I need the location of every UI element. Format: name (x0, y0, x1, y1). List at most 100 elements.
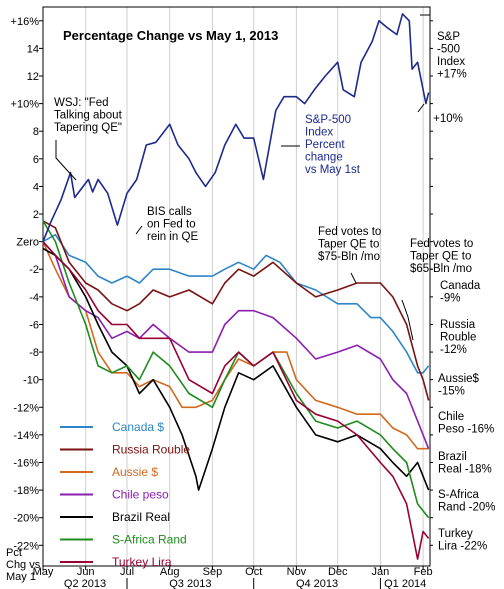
annotation-line: Percent (305, 139, 345, 151)
chart-title: Percentage Change vs May 1, 2013 (63, 28, 278, 43)
annotation-pointer (350, 272, 357, 284)
annotation-line: Taper QE to (318, 239, 379, 251)
series-line-canada- (42, 233, 430, 374)
annotation-line: on Fed to (147, 219, 196, 231)
end-label-line: S-Africa (438, 489, 480, 501)
end-label-line: Rand -20% (438, 502, 496, 514)
x-tick-label: Aug (160, 566, 180, 578)
annotation-line: Fed votes to (410, 238, 473, 250)
y-tick-label: 2 (33, 209, 39, 221)
y-tick-label: -16% (13, 457, 39, 469)
end-label-line: Brazil (438, 451, 467, 463)
annotation-line: Talking about (54, 110, 123, 122)
end-label-line: Russia (440, 319, 476, 331)
y-tick-label: -12% (13, 402, 39, 414)
y-axis-label-line: Pct (6, 547, 22, 559)
x-tick-label: Oct (245, 566, 262, 578)
end-label-line: Lira -22% (438, 541, 487, 553)
y-tick-label: +16% (11, 16, 40, 28)
legend: Canada $ Russia Rouble Aussie $ Chile peso B… (60, 420, 190, 569)
end-label-line: S&P (437, 31, 460, 43)
y-tick-label: -14% (13, 430, 39, 442)
end-label-line: +17% (437, 69, 467, 81)
legend-label: Aussie $ (112, 465, 158, 479)
x-tick-label: Jun (77, 566, 95, 578)
end-label-line: Index (437, 56, 465, 68)
y-axis-label-line: May 1 (6, 571, 36, 583)
quarter-label: Q2 2013 (64, 578, 106, 589)
series-line-turkey-lira (42, 241, 430, 560)
annotation-pointer (135, 225, 143, 235)
series-lines (42, 13, 430, 560)
x-tick-label: Sep (203, 566, 223, 578)
end-label-line: Real -18% (438, 464, 492, 476)
plot-frame (42, 6, 431, 567)
end-label-line: -500 (437, 44, 460, 56)
y-axis-label-line: Chg vs (6, 559, 41, 571)
end-label-line: -15% (438, 386, 465, 398)
y-tick-label: -4 (29, 292, 39, 304)
legend-label: Chile peso (112, 488, 169, 502)
series-line-russia-rouble (42, 220, 430, 401)
end-label-line: -12% (440, 344, 467, 356)
y-tick-label: 6 (33, 154, 39, 166)
annotation-pointer (401, 299, 414, 341)
annotations: S&P-500Index+17%+10%Canada-9%RussiaRoubl… (54, 14, 496, 553)
quarter-label: Q4 2013 (296, 578, 338, 589)
end-label-line: +10% (433, 113, 463, 125)
x-tick-label: Nov (287, 566, 307, 578)
y-tick-label: -18% (13, 485, 39, 497)
end-label-line: Rouble (440, 332, 476, 344)
y-tick-label: -22% (13, 540, 39, 552)
annotation-line: Fed votes to (318, 226, 381, 238)
annotation-line: $65-Bln /mo (410, 263, 472, 275)
series-line-s-p-500-index-percent-change-vs-may-1st (42, 13, 430, 242)
y-tick-label: -8 (29, 347, 39, 359)
y-tick-label: 8 (33, 126, 39, 138)
quarter-label: Q1 2014 (384, 578, 426, 589)
annotation-pointer (420, 14, 431, 27)
annotation-line: $75-Bln /mo (318, 251, 380, 263)
legend-label: Turkey Lira (112, 555, 172, 569)
y-tick-label: -6 (29, 319, 39, 331)
annotation-line: Index (305, 127, 333, 139)
end-label-line: Canada (440, 280, 481, 292)
y-tick-label: +10% (11, 99, 40, 111)
x-tick-label: Jan (372, 566, 390, 578)
x-tick-label: May (33, 566, 54, 578)
y-tick-label: 12 (27, 71, 39, 83)
grid (85, 7, 424, 566)
series-line-brazil-real (42, 247, 430, 491)
y-tick-label: -10 (23, 375, 39, 387)
end-label-line: Chile (438, 411, 464, 423)
y-tick-label: -20% (13, 513, 39, 525)
legend-label: S-Africa Rand (112, 533, 187, 547)
y-tick-label: -2 (29, 264, 39, 276)
annotation-line: WSJ: "Fed (54, 97, 109, 109)
annotation-line: change (305, 152, 343, 164)
end-label-line: Turkey (438, 528, 473, 540)
annotation-pointer (55, 140, 77, 181)
y-tick-label: Zero (16, 237, 39, 249)
legend-label: Russia Rouble (112, 443, 190, 457)
end-label-line: Aussie$ (438, 373, 480, 385)
end-label-line: -9% (440, 293, 460, 305)
legend-label: Canada $ (112, 420, 164, 434)
series-line-s-africa-rand (42, 220, 430, 519)
annotation-line: Taper QE to (410, 251, 471, 263)
annotation-line: rein in QE (147, 231, 198, 243)
quarter-label: Q3 2013 (169, 578, 211, 589)
annotation-line: S&P-500 (305, 114, 351, 126)
annotation-line: BIS calls (147, 206, 192, 218)
end-label-line: Peso -16% (438, 424, 494, 436)
annotation-line: vs May 1st (305, 164, 361, 176)
annotation-pointer (417, 103, 425, 113)
series-line-chile-peso (42, 241, 430, 449)
axes: +16% 14 12 +10% 8 6 4 2 Zero -2 -4 -6 -8 -10 -12% -14% -… (6, 6, 433, 589)
legend-label: Brazil Real (112, 510, 170, 524)
y-tick-label: 14 (27, 43, 39, 55)
x-tick-label: Feb (414, 566, 433, 578)
